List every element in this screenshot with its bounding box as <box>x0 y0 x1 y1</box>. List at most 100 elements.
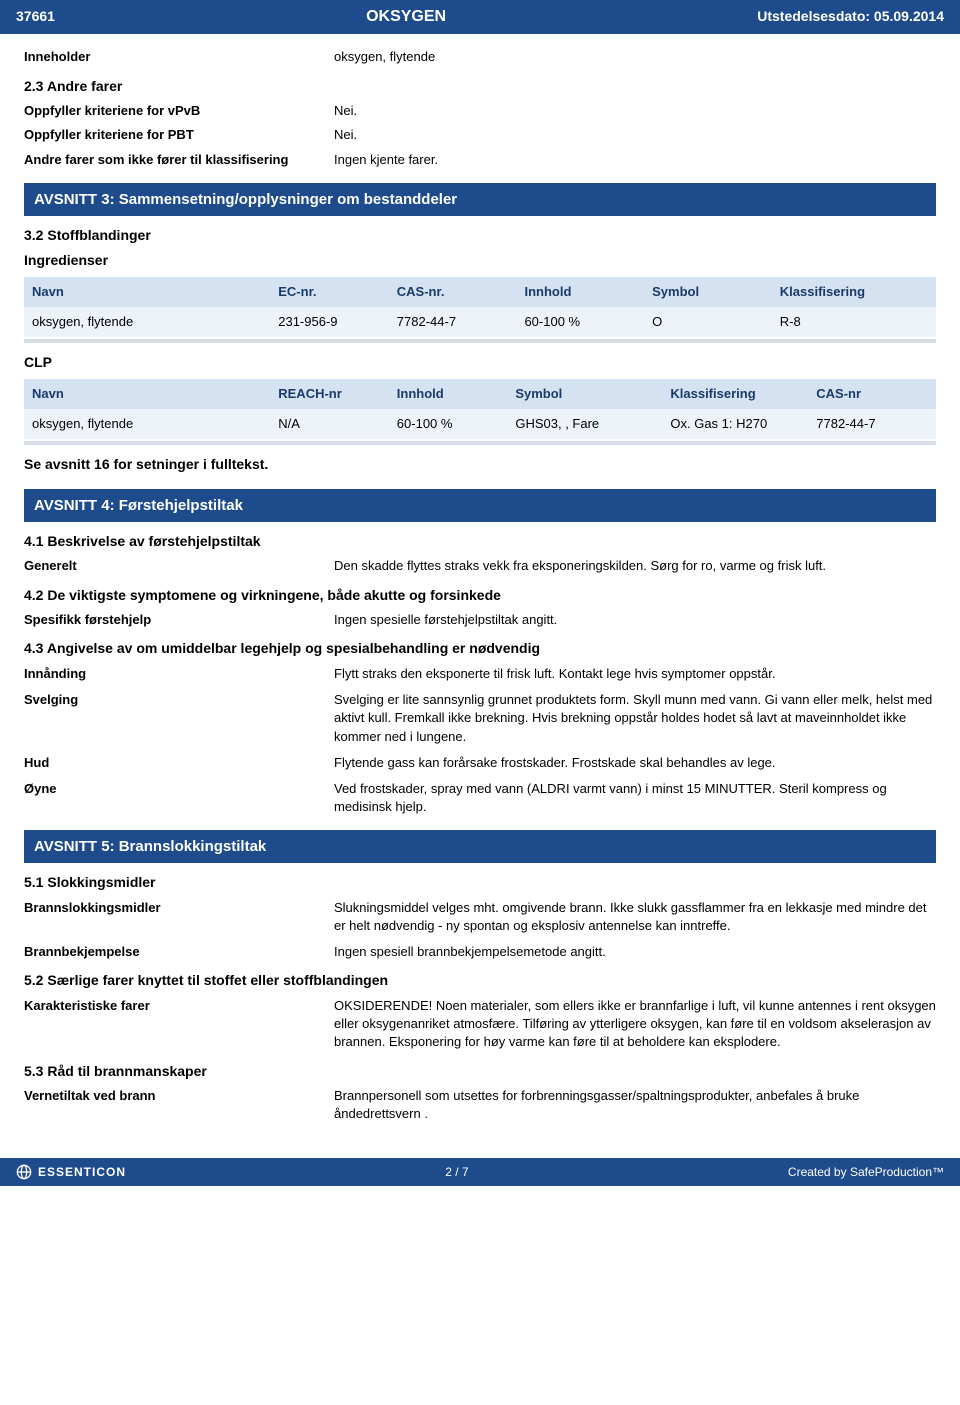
svelging-value: Svelging er lite sannsynlig grunnet prod… <box>334 691 936 746</box>
heading-2-3: 2.3 Andre farer <box>24 77 936 97</box>
th-ecnr: EC-nr. <box>270 277 389 307</box>
andre-farer-row: Andre farer som ikke fører til klassifis… <box>24 151 936 169</box>
brannbek-label: Brannbekjempelse <box>24 943 334 961</box>
doc-title: OKSYGEN <box>366 6 446 28</box>
hud-value: Flytende gass kan forårsake frostskader.… <box>334 754 936 772</box>
td-casnr: 7782-44-7 <box>389 307 517 337</box>
th-navn: Navn <box>24 379 270 409</box>
th-innhold: Innhold <box>389 379 508 409</box>
vpvb-row: Oppfyller kriteriene for vPvB Nei. <box>24 102 936 120</box>
th-symbol: Symbol <box>644 277 772 307</box>
page-content: Inneholder oksygen, flytende 2.3 Andre f… <box>0 34 960 1139</box>
andre-farer-value: Ingen kjente farer. <box>334 151 936 169</box>
hud-row: Hud Flytende gass kan forårsake frostska… <box>24 754 936 772</box>
pbt-label: Oppfyller kriteriene for PBT <box>24 126 334 144</box>
innanding-label: Innånding <box>24 665 334 683</box>
heading-3-2: 3.2 Stoffblandinger <box>24 226 936 246</box>
ingredients-table-1-wrap: Navn EC-nr. CAS-nr. Innhold Symbol Klass… <box>24 277 936 343</box>
generelt-row: Generelt Den skadde flyttes straks vekk … <box>24 557 936 575</box>
section-4-title: AVSNITT 4: Førstehjelpstiltak <box>24 489 936 522</box>
top-header-bar: 37661 OKSYGEN Utstedelsesdato: 05.09.201… <box>0 0 960 34</box>
td-navn: oksygen, flytende <box>24 307 270 337</box>
inneholder-value: oksygen, flytende <box>334 48 936 66</box>
td-innhold: 60-100 % <box>516 307 644 337</box>
td-innhold: 60-100 % <box>389 409 508 439</box>
th-casnr: CAS-nr. <box>389 277 517 307</box>
th-klass: Klassifisering <box>662 379 808 409</box>
pbt-row: Oppfyller kriteriene for PBT Nei. <box>24 126 936 144</box>
th-klassifisering: Klassifisering <box>772 277 936 307</box>
table-divider <box>24 441 936 445</box>
spesifikk-row: Spesifikk førstehjelp Ingen spesielle fø… <box>24 611 936 629</box>
section-5-title: AVSNITT 5: Brannslokkingstiltak <box>24 830 936 863</box>
vernetiltak-value: Brannpersonell som utsettes for forbrenn… <box>334 1087 936 1123</box>
td-klassifisering: R-8 <box>772 307 936 337</box>
svelging-label: Svelging <box>24 691 334 746</box>
brannslokk-value: Slukningsmiddel velges mht. omgivende br… <box>334 899 936 935</box>
td-klass: Ox. Gas 1: H270 <box>662 409 808 439</box>
heading-4-3: 4.3 Angivelse av om umiddelbar legehjelp… <box>24 639 936 659</box>
th-innhold: Innhold <box>516 277 644 307</box>
pbt-value: Nei. <box>334 126 936 144</box>
globe-icon <box>16 1164 32 1180</box>
doc-date: Utstedelsesdato: 05.09.2014 <box>757 7 944 27</box>
clp-table-wrap: Navn REACH-nr Innhold Symbol Klassifiser… <box>24 379 936 445</box>
table-header-row: Navn EC-nr. CAS-nr. Innhold Symbol Klass… <box>24 277 936 307</box>
doc-id: 37661 <box>16 7 55 27</box>
footer-bar: ESSENTICON 2 / 7 Created by SafeProducti… <box>0 1158 960 1187</box>
brannbek-row: Brannbekjempelse Ingen spesiell brannbek… <box>24 943 936 961</box>
td-casnr: 7782-44-7 <box>808 409 936 439</box>
innanding-row: Innånding Flytt straks den eksponerte ti… <box>24 665 936 683</box>
inneholder-label: Inneholder <box>24 48 334 66</box>
td-navn: oksygen, flytende <box>24 409 270 439</box>
ingredients-table-1: Navn EC-nr. CAS-nr. Innhold Symbol Klass… <box>24 277 936 337</box>
td-symbol: GHS03, , Fare <box>507 409 662 439</box>
andre-farer-label: Andre farer som ikke fører til klassifis… <box>24 151 334 169</box>
heading-5-1: 5.1 Slokkingsmidler <box>24 873 936 893</box>
oyne-label: Øyne <box>24 780 334 816</box>
innanding-value: Flytt straks den eksponerte til frisk lu… <box>334 665 936 683</box>
clp-label: CLP <box>24 353 936 373</box>
table-row: oksygen, flytende N/A 60-100 % GHS03, , … <box>24 409 936 439</box>
oyne-row: Øyne Ved frostskader, spray med vann (AL… <box>24 780 936 816</box>
table-divider <box>24 339 936 343</box>
ingredienser-label: Ingredienser <box>24 251 936 271</box>
svelging-row: Svelging Svelging er lite sannsynlig gru… <box>24 691 936 746</box>
footer-brand: ESSENTICON <box>16 1164 126 1181</box>
vernetiltak-row: Vernetiltak ved brann Brannpersonell som… <box>24 1087 936 1123</box>
heading-4-2: 4.2 De viktigste symptomene og virkninge… <box>24 586 936 606</box>
fulltext-footnote: Se avsnitt 16 for setninger i fulltekst. <box>24 455 936 475</box>
td-ecnr: 231-956-9 <box>270 307 389 337</box>
generelt-value: Den skadde flyttes straks vekk fra ekspo… <box>334 557 936 575</box>
spesifikk-label: Spesifikk førstehjelp <box>24 611 334 629</box>
th-symbol: Symbol <box>507 379 662 409</box>
brannbek-value: Ingen spesiell brannbekjempelsemetode an… <box>334 943 936 961</box>
vpvb-value: Nei. <box>334 102 936 120</box>
td-symbol: O <box>644 307 772 337</box>
spesifikk-value: Ingen spesielle førstehjelpstiltak angit… <box>334 611 936 629</box>
karakter-value: OKSIDERENDE! Noen materialer, som ellers… <box>334 997 936 1052</box>
generelt-label: Generelt <box>24 557 334 575</box>
footer-credit: Created by SafeProduction™ <box>788 1164 944 1181</box>
oyne-value: Ved frostskader, spray med vann (ALDRI v… <box>334 780 936 816</box>
inneholder-row: Inneholder oksygen, flytende <box>24 48 936 66</box>
th-casnr: CAS-nr <box>808 379 936 409</box>
karakter-row: Karakteristiske farer OKSIDERENDE! Noen … <box>24 997 936 1052</box>
footer-brand-text: ESSENTICON <box>38 1164 126 1181</box>
brannslokk-label: Brannslokkingsmidler <box>24 899 334 935</box>
table-header-row: Navn REACH-nr Innhold Symbol Klassifiser… <box>24 379 936 409</box>
clp-table: Navn REACH-nr Innhold Symbol Klassifiser… <box>24 379 936 439</box>
td-reach: N/A <box>270 409 389 439</box>
karakter-label: Karakteristiske farer <box>24 997 334 1052</box>
section-3-title: AVSNITT 3: Sammensetning/opplysninger om… <box>24 183 936 216</box>
vpvb-label: Oppfyller kriteriene for vPvB <box>24 102 334 120</box>
heading-4-1: 4.1 Beskrivelse av førstehjelpstiltak <box>24 532 936 552</box>
heading-5-2: 5.2 Særlige farer knyttet til stoffet el… <box>24 971 936 991</box>
th-navn: Navn <box>24 277 270 307</box>
heading-5-3: 5.3 Råd til brannmanskaper <box>24 1062 936 1082</box>
th-reach: REACH-nr <box>270 379 389 409</box>
page-number: 2 / 7 <box>445 1164 468 1181</box>
brannslokk-row: Brannslokkingsmidler Slukningsmiddel vel… <box>24 899 936 935</box>
hud-label: Hud <box>24 754 334 772</box>
vernetiltak-label: Vernetiltak ved brann <box>24 1087 334 1123</box>
